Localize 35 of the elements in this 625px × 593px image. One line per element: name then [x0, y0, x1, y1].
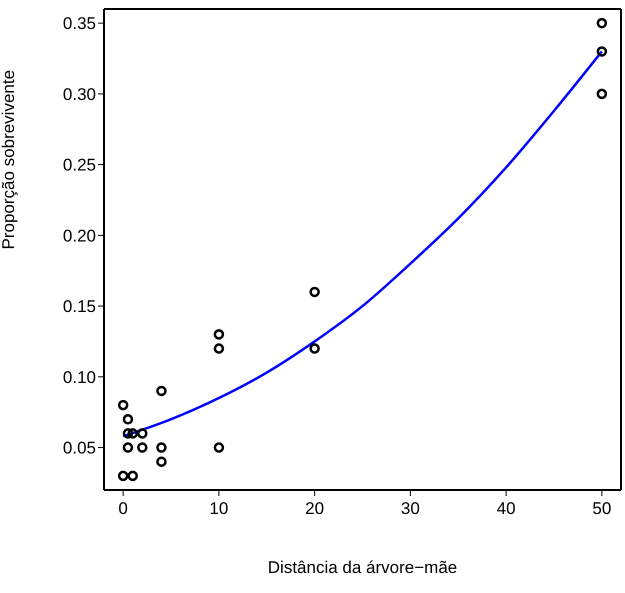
- x-tick-label: 30: [400, 499, 420, 518]
- point: [309, 286, 320, 298]
- point: [156, 386, 167, 396]
- point: [156, 442, 167, 453]
- y-tick-label: 0.25: [62, 156, 96, 175]
- point: [127, 428, 138, 439]
- x-tick-label: 50: [592, 499, 612, 518]
- point: [596, 18, 608, 28]
- y-tick-label: 0.10: [62, 368, 96, 387]
- x-tick-label: 0: [118, 499, 128, 518]
- point: [122, 442, 134, 453]
- point: [118, 400, 128, 410]
- y-tick-label: 0.35: [62, 14, 96, 34]
- point: [156, 456, 167, 467]
- y-tick-label: 0.15: [62, 297, 96, 316]
- point: [214, 442, 224, 453]
- point: [214, 329, 224, 340]
- point: [127, 470, 138, 482]
- point: [596, 88, 608, 100]
- point: [214, 343, 224, 354]
- x-tick-label: 40: [496, 499, 516, 518]
- point: [596, 46, 608, 57]
- point: [137, 442, 148, 453]
- point: [137, 428, 148, 439]
- x-axis-title: Distância da árvore−mãe: [268, 558, 458, 577]
- point: [309, 343, 320, 354]
- point: [118, 470, 128, 482]
- x-tick-label: 20: [305, 499, 324, 518]
- y-axis-title: Proporção sobrevivente: [0, 70, 18, 250]
- x-tick-label: 10: [209, 499, 228, 518]
- point: [122, 414, 134, 425]
- y-tick-label: 0.30: [62, 84, 96, 104]
- point: [122, 428, 134, 439]
- y-tick-label: 0.20: [62, 226, 96, 246]
- y-tick-label: 0.05: [62, 438, 96, 458]
